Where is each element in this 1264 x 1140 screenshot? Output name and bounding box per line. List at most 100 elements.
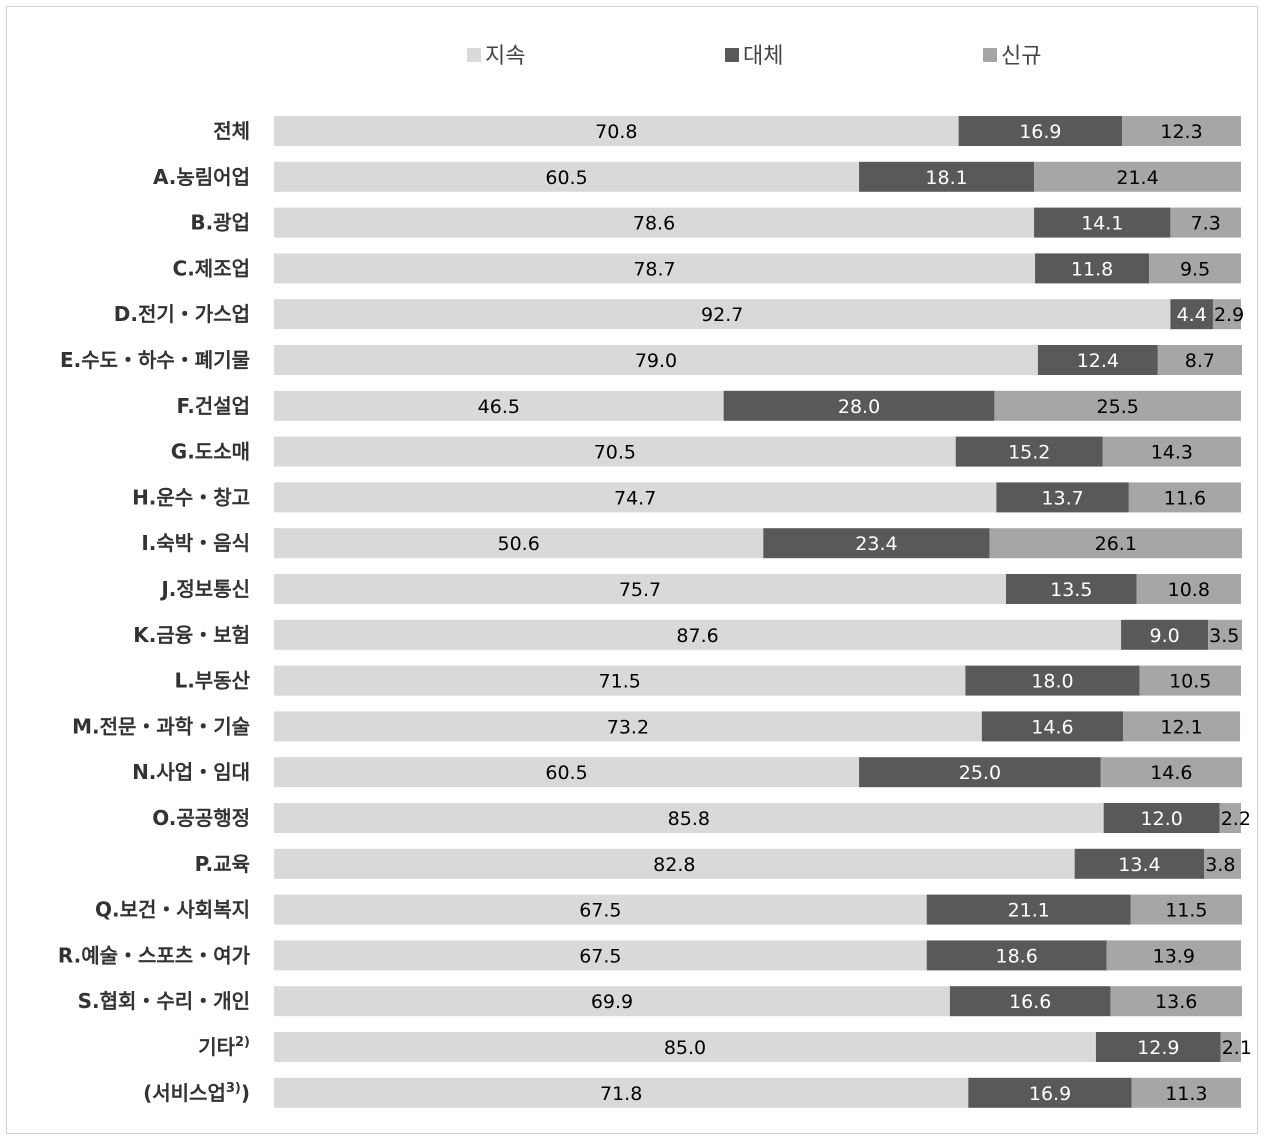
value-label-1: 18.0 (1031, 671, 1073, 693)
legend-swatch-2 (983, 48, 997, 62)
bar-segment-0 (274, 436, 956, 467)
bar-segment-0 (274, 848, 1075, 879)
value-label-1: 16.9 (1019, 121, 1061, 143)
value-label-0: 92.7 (701, 304, 743, 326)
bar-segment-0 (274, 482, 997, 513)
bar-segment-2 (1100, 757, 1242, 788)
bar-segment-2 (1212, 299, 1241, 330)
value-label-2: 11.5 (1165, 900, 1207, 922)
bar-segment-1 (965, 665, 1140, 696)
category-label: Q.보건・사회복지 (95, 898, 250, 922)
legend-label-1: 대체 (743, 44, 783, 69)
bar-segment-0 (274, 390, 724, 421)
category-label: R.예술・스포츠・여가 (58, 943, 251, 967)
value-label-1: 12.0 (1141, 808, 1183, 830)
bar-segment-2 (1139, 665, 1241, 696)
category-label: 기타2) (198, 1035, 250, 1059)
bar-segment-1 (955, 436, 1103, 467)
legend-swatch-1 (725, 48, 739, 62)
value-label-1: 14.6 (1031, 716, 1073, 738)
value-label-2: 13.6 (1155, 991, 1197, 1013)
value-label-0: 70.8 (595, 121, 637, 143)
value-label-0: 71.5 (599, 671, 641, 693)
bar-segment-2 (1136, 574, 1241, 604)
value-label-1: 21.1 (1008, 900, 1050, 922)
bar-segment-1 (996, 482, 1129, 513)
value-label-2: 10.5 (1169, 671, 1211, 693)
bar-segment-0 (274, 1032, 1096, 1062)
bar-segment-0 (274, 894, 927, 925)
value-label-1: 15.2 (1008, 442, 1050, 464)
bar-segment-1 (859, 757, 1101, 788)
bar-segment-2 (1102, 436, 1241, 467)
bar-segment-2 (1170, 207, 1241, 238)
bar-segment-1 (1037, 345, 1158, 375)
category-label: A.농림어업 (153, 165, 250, 189)
value-label-0: 85.8 (668, 808, 710, 830)
value-label-2: 2.9 (1214, 304, 1244, 326)
bar-segment-0 (274, 986, 950, 1017)
bar-segment-0 (274, 253, 1036, 284)
category-label: J.정보통신 (159, 577, 250, 601)
value-label-0: 60.5 (545, 167, 587, 189)
value-label-1: 14.1 (1081, 213, 1123, 235)
bars (274, 116, 1242, 1108)
value-label-1: 13.4 (1118, 854, 1160, 876)
bar-segment-0 (274, 1077, 969, 1108)
bar-segment-2 (1220, 1032, 1241, 1062)
value-label-2: 25.5 (1097, 396, 1139, 418)
category-label: O.공공행정 (152, 806, 250, 830)
bar-segment-1 (859, 161, 1035, 192)
value-label-2: 9.5 (1180, 258, 1210, 280)
value-label-2: 2.2 (1221, 808, 1251, 830)
value-label-1: 16.6 (1009, 991, 1051, 1013)
stacked-bar-chart: 지속 대체 신규 전체 A.농림어업 B.광업 C.제조업 D.전기・가스업 E.수도・하수・… (58, 44, 1252, 1108)
value-label-2: 11.6 (1164, 487, 1206, 509)
value-label-1: 18.1 (925, 167, 967, 189)
category-label: M.전문・과학・기술 (72, 714, 250, 738)
category-label: C.제조업 (173, 256, 250, 280)
value-label-2: 3.5 (1209, 625, 1239, 647)
value-label-1: 4.4 (1177, 304, 1207, 326)
bar-segment-2 (1128, 482, 1241, 513)
value-label-1: 23.4 (855, 533, 897, 555)
category-label: D.전기・가스업 (114, 302, 250, 326)
value-label-0: 50.6 (497, 533, 539, 555)
bar-segment-0 (274, 116, 959, 146)
legend-label-0: 지속 (485, 44, 525, 69)
bar-segment-1 (926, 940, 1107, 971)
bar-segment-0 (274, 528, 764, 559)
value-label-1: 12.9 (1137, 1037, 1179, 1059)
category-label: K.금융・보험 (133, 623, 250, 647)
value-label-1: 28.0 (838, 396, 880, 418)
value-label-1: 13.5 (1050, 579, 1092, 601)
value-label-0: 70.5 (594, 442, 636, 464)
bar-segment-1 (968, 1077, 1132, 1108)
bar-segment-0 (274, 345, 1038, 375)
value-label-2: 14.3 (1151, 442, 1193, 464)
value-label-1: 25.0 (959, 762, 1001, 784)
bar-segment-0 (274, 161, 860, 192)
bar-segment-2 (1204, 848, 1241, 879)
bar-segment-0 (274, 940, 927, 971)
value-label-2: 8.7 (1185, 350, 1215, 372)
value-label-2: 14.6 (1150, 762, 1192, 784)
value-label-1: 18.6 (996, 945, 1038, 967)
value-label-1: 12.4 (1077, 350, 1119, 372)
value-label-0: 85.0 (664, 1037, 706, 1059)
bar-segment-1 (958, 116, 1123, 146)
bar-segment-1 (1006, 574, 1137, 604)
value-label-2: 12.3 (1160, 121, 1202, 143)
bar-segment-1 (1035, 253, 1150, 284)
value-label-0: 82.8 (653, 854, 695, 876)
bar-segment-1 (981, 711, 1124, 742)
bar-segment-2 (1110, 986, 1242, 1017)
bar-segment-1 (723, 390, 995, 421)
bar-segment-2 (1106, 940, 1241, 971)
value-label-1: 9.0 (1150, 625, 1180, 647)
value-label-0: 60.5 (545, 762, 587, 784)
bar-segment-2 (1123, 711, 1241, 742)
bar-segment-2 (1131, 1077, 1241, 1108)
category-label: B.광업 (190, 211, 250, 235)
bar-segment-1 (1034, 207, 1171, 238)
